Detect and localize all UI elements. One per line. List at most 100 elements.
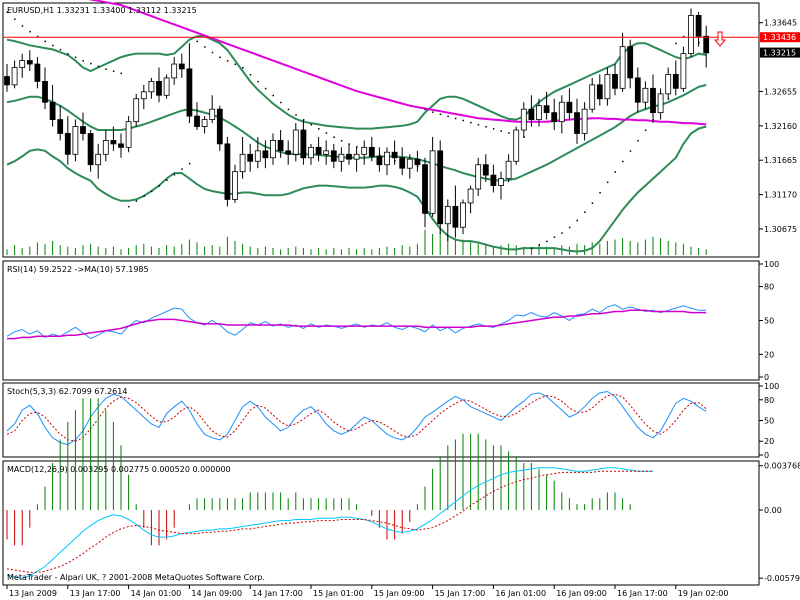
stochastic-tick-label: 20 xyxy=(764,437,774,446)
candle-body xyxy=(361,146,368,155)
macd-tick-label: -0.00579 xyxy=(764,574,800,583)
sar-dot xyxy=(112,70,115,72)
sar-dot xyxy=(682,35,685,38)
candle-body xyxy=(672,74,679,89)
sar-dot xyxy=(29,30,31,33)
rsi-pane[interactable]: RSI(14) 59.2522 ->MA(10) 57.1985 100 80 50… xyxy=(2,260,779,382)
candle-body xyxy=(140,91,147,100)
sar-dot xyxy=(74,56,77,59)
sar-dot xyxy=(325,132,328,134)
rsi-label: RSI(14) 59.2522 ->MA(10) 57.1985 xyxy=(7,265,149,274)
sar-dot xyxy=(576,219,578,222)
candle-body xyxy=(688,15,694,55)
price-pane[interactable]: EURUSD,H1 1.33231 1.33400 1.33112 1.3321… xyxy=(2,0,800,258)
candle-body xyxy=(72,126,79,155)
price-tick-label: 1.30675 xyxy=(764,225,797,234)
candle-body xyxy=(596,84,603,100)
stochastic-tick-label: 50 xyxy=(764,417,774,426)
current-price-badge xyxy=(760,32,800,43)
sar-dot xyxy=(591,202,594,204)
candle-body xyxy=(254,150,261,162)
stochastic-tick-label: 0 xyxy=(764,451,769,460)
stochastic-pane[interactable]: Stoch(5,3,3) 62.7099 67.2614 100 80 50 20 0 xyxy=(2,382,779,460)
time-tick-label: 16 Jan 09:00 xyxy=(556,589,607,598)
candle-body xyxy=(368,146,375,157)
candle-body xyxy=(642,87,649,103)
candle-body xyxy=(376,155,383,166)
sar-dot xyxy=(67,53,69,55)
candle-body xyxy=(87,133,94,166)
sar-dot xyxy=(6,11,8,13)
candle-body xyxy=(232,171,238,200)
candle-body xyxy=(490,174,497,186)
stochastic-tick-label: 100 xyxy=(764,382,779,391)
candle-body xyxy=(110,140,117,145)
candle-body xyxy=(338,153,345,162)
sar-dot xyxy=(568,226,571,229)
candle-body xyxy=(209,108,216,120)
price-tick-label: 1.32655 xyxy=(764,87,797,96)
sar-dot xyxy=(530,247,533,250)
candle-body xyxy=(657,93,664,114)
price-tick-label: 1.31170 xyxy=(764,191,797,200)
sar-dot xyxy=(553,236,556,238)
candle-body xyxy=(171,63,178,79)
candle-body xyxy=(566,101,573,114)
rsi-tick-label: 20 xyxy=(764,350,774,359)
candle-body xyxy=(163,77,170,96)
sar-dot xyxy=(128,205,130,208)
sar-dot xyxy=(340,139,343,142)
candle-body xyxy=(505,160,512,180)
sar-dot xyxy=(333,136,335,138)
candle-body xyxy=(277,140,284,152)
sar-dot xyxy=(249,73,252,76)
candle-body xyxy=(513,129,520,162)
sar-dot xyxy=(546,240,548,243)
sar-dot xyxy=(500,130,502,132)
candle-body xyxy=(558,101,565,123)
down-arrow-icon xyxy=(713,31,727,47)
candle-body xyxy=(665,74,672,95)
sar-dot xyxy=(82,60,84,62)
sar-dot xyxy=(629,150,632,152)
rsi-axis: 100 80 50 20 0 xyxy=(759,260,779,382)
candle-body xyxy=(133,98,140,123)
candle-body xyxy=(437,150,444,225)
time-tick-label: 15 Jan 09:00 xyxy=(374,589,425,598)
sar-dot xyxy=(424,108,426,111)
time-tick-label: 19 Jan 02:00 xyxy=(678,589,729,598)
candle-body xyxy=(64,133,71,155)
candle-body xyxy=(247,153,254,162)
price-axis: 1.33645 1.32655 1.32160 1.31665 1.31170 1.306… xyxy=(759,19,800,234)
sar-dot xyxy=(287,108,290,111)
macd-signal-line xyxy=(6,470,653,573)
sar-dot xyxy=(52,44,54,47)
sar-dot xyxy=(158,185,160,187)
bollinger-upper xyxy=(6,35,707,130)
sar-dot xyxy=(295,114,297,116)
rsi-lines xyxy=(6,304,707,340)
sar-dot xyxy=(280,101,282,104)
candle-body xyxy=(19,60,26,68)
moving-average-line xyxy=(88,0,707,126)
candle-body xyxy=(125,121,132,148)
candle-body xyxy=(551,112,558,123)
candle-body xyxy=(543,105,550,114)
candle-body xyxy=(148,80,155,93)
candle-body xyxy=(224,143,231,200)
candle-body xyxy=(216,108,223,145)
candle-body xyxy=(95,153,102,166)
candle-body xyxy=(49,101,56,120)
sar-dot xyxy=(264,87,267,90)
candle-body xyxy=(498,178,504,186)
sar-dot xyxy=(59,48,62,51)
candle-body xyxy=(452,205,459,228)
macd-pane[interactable]: MACD(12,26,9) 0.003295 0.002775 0.000520… xyxy=(2,398,800,586)
candle-body xyxy=(574,112,580,134)
candle-body xyxy=(536,105,542,120)
sar-dot xyxy=(538,244,540,246)
candle-body xyxy=(4,76,10,86)
sar-dot xyxy=(21,25,24,27)
